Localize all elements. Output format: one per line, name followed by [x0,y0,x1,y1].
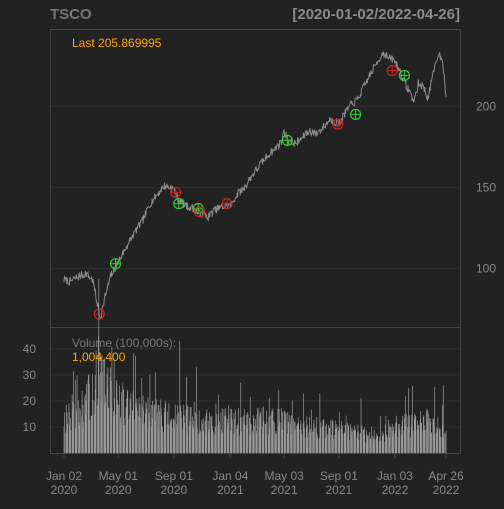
price-y-axis: 100 150 200 [476,99,496,275]
x-tick-label: May 01 [99,469,139,483]
price-grid [51,105,460,270]
volume-panel: 10 20 30 40 Volume (100,000s): 1,004,400 [23,279,461,454]
last-price-label: Last 205.869995 [72,36,162,50]
chart-title-symbol: TSCO [50,6,92,23]
volume-y-tick-label: 10 [23,420,37,434]
volume-y-tick-label: 30 [23,368,37,382]
volume-label: Volume (100,000s): [72,336,176,350]
x-tick-year-label: 2021 [326,483,353,497]
price-y-tick-label: 200 [476,99,496,113]
x-tick-label: Sep 01 [155,469,193,483]
x-tick-year-label: 2021 [217,483,244,497]
volume-y-tick-label: 20 [23,394,37,408]
price-y-tick-label: 150 [476,180,496,194]
x-tick-label: Jan 03 [377,469,413,483]
price-line-group [63,51,447,319]
sell-marker [170,186,182,198]
x-tick-label: Apr 26 [428,469,464,483]
buy-marker [349,108,362,120]
buy-marker [173,198,185,210]
x-tick-year-label: 2020 [51,483,78,497]
sell-marker [221,198,233,210]
price-y-tick-label: 100 [476,262,496,276]
volume-last-value: 1,004,400 [72,350,126,364]
volume-y-axis: 10 20 30 40 [23,342,37,434]
sell-marker [194,206,206,218]
x-tick-year-label: 2022 [433,483,460,497]
buy-marker [109,258,122,270]
sell-marker [93,308,105,320]
x-tick-label: Jan 04 [212,469,248,483]
price-line [63,51,447,319]
x-tick-year-label: 2021 [271,483,298,497]
x-tick-label: Jan 02 [46,469,82,483]
volume-bars [63,279,447,453]
volume-panel-border [50,327,461,454]
buy-marker [398,69,411,82]
sell-marker [386,64,398,77]
chart-date-range: [2020-01-02/2022-04-26] [292,6,460,23]
buy-marker [281,134,293,146]
x-tick-year-label: 2020 [105,483,132,497]
x-tick-year-label: 2020 [161,483,188,497]
trade-markers [93,64,411,320]
x-tick-label: May 03 [264,469,304,483]
x-tick-label: Sep 01 [320,469,358,483]
sell-marker [332,118,344,130]
price-panel: 100 150 200 Last 205.869995 [50,29,496,328]
volume-y-tick-label: 40 [23,342,37,356]
x-tick-year-label: 2022 [382,483,409,497]
